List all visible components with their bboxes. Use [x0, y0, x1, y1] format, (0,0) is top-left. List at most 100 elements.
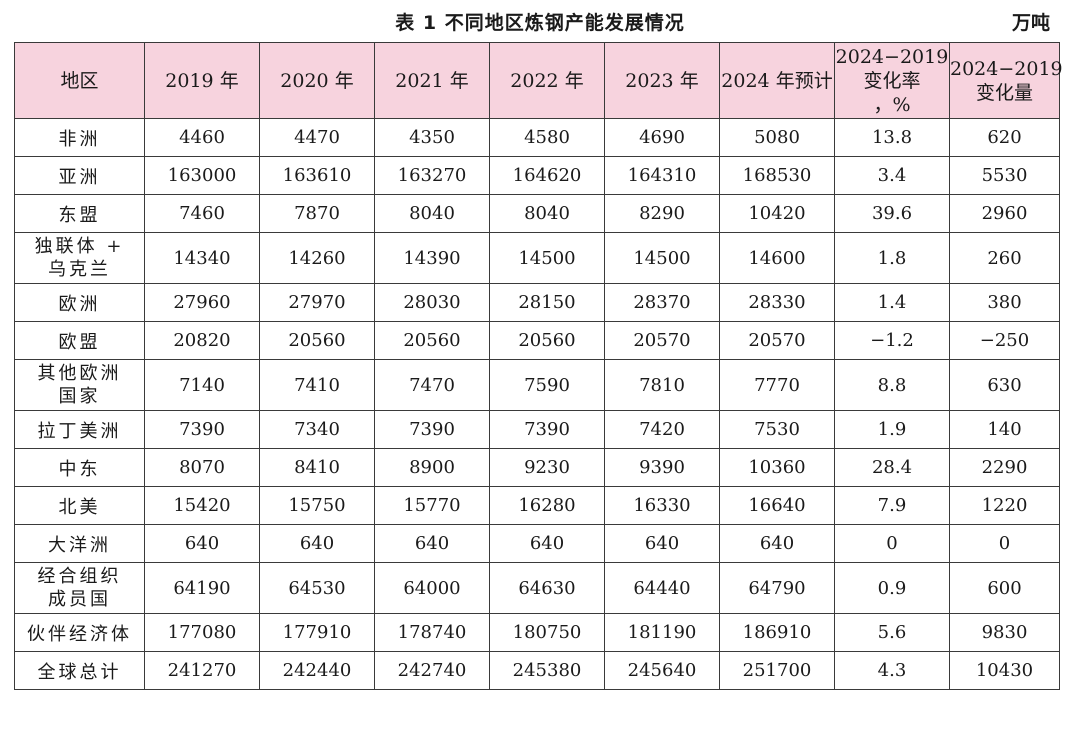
value-cell: 27970: [259, 283, 375, 322]
value-cell: 260: [949, 232, 1060, 284]
value-cell: 245380: [489, 651, 605, 690]
value-cell: 177910: [259, 613, 375, 652]
table-caption: 表 1 不同地区炼钢产能发展情况 万吨: [0, 6, 1080, 40]
region-cell: 拉丁美洲: [14, 410, 145, 449]
value-cell: 7140: [144, 359, 260, 411]
region-cell: 欧盟: [14, 321, 145, 360]
table-row: 独联体 + 乌克兰 14340 14260 14390 14500 14500 14600 1.…: [14, 232, 1060, 284]
value-cell: 7340: [259, 410, 375, 449]
value-cell: 8290: [604, 194, 720, 233]
value-cell: 7770: [719, 359, 835, 411]
value-cell: 10420: [719, 194, 835, 233]
value-cell: 640: [374, 524, 490, 563]
table-row: 东盟 7460 7870 8040 8040 8290 10420 39.6 2960: [14, 194, 1060, 233]
value-cell: 8040: [374, 194, 490, 233]
value-cell: 1.4: [834, 283, 950, 322]
value-cell: 28370: [604, 283, 720, 322]
table-row: 欧盟 20820 20560 20560 20560 20570 20570 −1.2 −250: [14, 321, 1060, 360]
region-cell: 全球总计: [14, 651, 145, 690]
value-cell: 164310: [604, 156, 720, 195]
value-cell: 64630: [489, 562, 605, 614]
value-cell: 640: [604, 524, 720, 563]
table-row: 北美 15420 15750 15770 16280 16330 16640 7.9 1220: [14, 486, 1060, 525]
region-cell: 独联体 + 乌克兰: [14, 232, 145, 284]
table-header: 地区 2019 年 2020 年 2021 年 2022 年 2023 年 2024 年预计…: [14, 42, 1063, 119]
table-row: 伙伴经济体 177080 177910 178740 180750 181190 18691…: [14, 613, 1060, 652]
value-cell: 630: [949, 359, 1060, 411]
value-cell: 14600: [719, 232, 835, 284]
value-cell: 251700: [719, 651, 835, 690]
value-cell: 181190: [604, 613, 720, 652]
column-header: 2019 年: [144, 42, 260, 119]
region-cell: 经合组织 成员国: [14, 562, 145, 614]
value-cell: 64530: [259, 562, 375, 614]
value-cell: 163610: [259, 156, 375, 195]
value-cell: 13.8: [834, 118, 950, 157]
table-row: 拉丁美洲 7390 7340 7390 7390 7420 7530 1.9 140: [14, 410, 1060, 449]
value-cell: 4.3: [834, 651, 950, 690]
value-cell: 2960: [949, 194, 1060, 233]
value-cell: 8.8: [834, 359, 950, 411]
value-cell: 177080: [144, 613, 260, 652]
value-cell: 164620: [489, 156, 605, 195]
value-cell: 0: [834, 524, 950, 563]
column-header: 2021 年: [374, 42, 490, 119]
value-cell: 2290: [949, 448, 1060, 487]
value-cell: 14260: [259, 232, 375, 284]
value-cell: 16640: [719, 486, 835, 525]
column-header: 2024 年预计: [719, 42, 835, 119]
value-cell: 140: [949, 410, 1060, 449]
region-cell: 其他欧洲 国家: [14, 359, 145, 411]
value-cell: 8070: [144, 448, 260, 487]
region-cell: 欧洲: [14, 283, 145, 322]
value-cell: 7590: [489, 359, 605, 411]
value-cell: 28030: [374, 283, 490, 322]
value-cell: 9830: [949, 613, 1060, 652]
value-cell: 163270: [374, 156, 490, 195]
value-cell: 640: [144, 524, 260, 563]
value-cell: 14390: [374, 232, 490, 284]
value-cell: 27960: [144, 283, 260, 322]
value-cell: 8040: [489, 194, 605, 233]
value-cell: 1220: [949, 486, 1060, 525]
value-cell: 1.9: [834, 410, 950, 449]
table-row: 全球总计 241270 242440 242740 245380 245640 251700…: [14, 651, 1060, 690]
value-cell: 64000: [374, 562, 490, 614]
value-cell: 28330: [719, 283, 835, 322]
table-row: 欧洲 27960 27970 28030 28150 28370 28330 1.4 380: [14, 283, 1060, 322]
value-cell: 7420: [604, 410, 720, 449]
value-cell: 15770: [374, 486, 490, 525]
value-cell: 7390: [144, 410, 260, 449]
value-cell: 28.4: [834, 448, 950, 487]
value-cell: 0: [949, 524, 1060, 563]
value-cell: 64790: [719, 562, 835, 614]
unit-label: 万吨: [1011, 12, 1050, 34]
value-cell: 4470: [259, 118, 375, 157]
region-cell: 北美: [14, 486, 145, 525]
value-cell: 3.4: [834, 156, 950, 195]
column-header: 2022 年: [489, 42, 605, 119]
value-cell: 28150: [489, 283, 605, 322]
value-cell: 0.9: [834, 562, 950, 614]
value-cell: 168530: [719, 156, 835, 195]
value-cell: 186910: [719, 613, 835, 652]
region-cell: 亚洲: [14, 156, 145, 195]
column-header: 地区: [14, 42, 145, 119]
region-cell: 中东: [14, 448, 145, 487]
value-cell: 7390: [374, 410, 490, 449]
region-cell: 大洋洲: [14, 524, 145, 563]
capacity-table: 地区 2019 年 2020 年 2021 年 2022 年 2023 年 2024 年预计…: [14, 42, 1063, 690]
value-cell: 14500: [604, 232, 720, 284]
value-cell: 180750: [489, 613, 605, 652]
value-cell: 64440: [604, 562, 720, 614]
value-cell: 9230: [489, 448, 605, 487]
table-body: 非洲 4460 4470 4350 4580 4690 5080 13.8 620 亚洲 16300…: [14, 118, 1060, 690]
value-cell: 5.6: [834, 613, 950, 652]
value-cell: 163000: [144, 156, 260, 195]
table-row: 其他欧洲 国家 7140 7410 7470 7590 7810 7770 8.8 630: [14, 359, 1060, 411]
table-row: 大洋洲 640 640 640 640 640 640 0 0: [14, 524, 1060, 563]
column-header: 2020 年: [259, 42, 375, 119]
value-cell: 15420: [144, 486, 260, 525]
table-row: 非洲 4460 4470 4350 4580 4690 5080 13.8 620: [14, 118, 1060, 157]
table-title: 表 1 不同地区炼钢产能发展情况: [395, 12, 685, 34]
